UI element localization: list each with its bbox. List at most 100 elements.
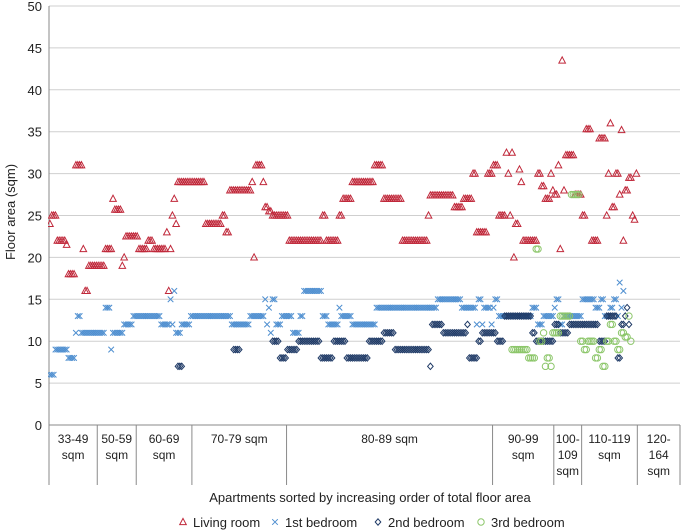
living-room-point (552, 189, 561, 198)
1st-bedroom-point (156, 312, 163, 320)
living-room-point (615, 189, 624, 198)
2nd-bedroom-point (582, 320, 590, 329)
legend-item-1st-bedroom: 1st bedroom (271, 515, 357, 530)
1st-bedroom-point (597, 296, 605, 303)
1st-bedroom-point (547, 312, 555, 320)
living-room-point (223, 227, 233, 236)
1st-bedroom-point (336, 304, 343, 311)
3rd-bedroom-point (554, 329, 563, 337)
2nd-bedroom-point (586, 320, 594, 329)
1st-bedroom-point (224, 312, 232, 320)
2nd-bedroom-point (490, 328, 497, 337)
2nd-bedroom-point (432, 320, 440, 329)
living-room-point (535, 168, 545, 177)
2nd-bedroom-point (408, 345, 416, 354)
living-room-point (316, 235, 326, 244)
2nd-bedroom-point (616, 354, 624, 362)
legend-label-living-room: Living room (193, 515, 260, 530)
2nd-bedroom-point (361, 354, 369, 362)
2nd-bedroom-point (571, 320, 579, 329)
living-room-point (170, 194, 179, 202)
living-room-point (507, 147, 517, 156)
3rd-bedroom-point (545, 354, 553, 362)
living-room-point (346, 194, 355, 202)
2nd-bedroom-point (551, 320, 559, 329)
2nd-bedroom-point (449, 328, 457, 337)
1st-bedroom-point (484, 304, 492, 311)
2nd-bedroom-point (354, 354, 362, 362)
1st-bedroom-point (531, 304, 538, 311)
living-room-point (619, 235, 628, 244)
living-room-point (62, 240, 71, 248)
legend-item-3rd-bedroom: 3rd bedroom (477, 515, 565, 530)
2nd-bedroom-point (386, 328, 394, 337)
1st-bedroom-point (267, 329, 274, 336)
2nd-bedroom-point (321, 354, 329, 362)
2nd-bedroom-point (451, 328, 458, 337)
2nd-bedroom-point (484, 328, 492, 337)
2nd-bedroom-point (590, 320, 598, 329)
2nd-bedroom-point (274, 337, 282, 346)
3rd-bedroom-point (590, 337, 598, 345)
living-room-point (424, 210, 433, 219)
2nd-bedroom-point (430, 320, 438, 329)
1st-bedroom-point (317, 287, 325, 295)
1st-bedroom-point (185, 321, 193, 328)
2nd-bedroom-point (584, 320, 592, 329)
2nd-bedroom-point (599, 337, 607, 346)
2nd-bedroom-point (382, 328, 390, 337)
1st-bedroom-point (163, 321, 171, 328)
2nd-bedroom-point (233, 345, 241, 354)
2nd-bedroom-point (465, 354, 473, 362)
1st-bedroom-point (50, 371, 57, 378)
2nd-bedroom-point (554, 320, 562, 329)
2nd-bedroom-point (391, 345, 399, 354)
1st-bedroom-point (76, 312, 83, 320)
2nd-bedroom-point (293, 345, 301, 354)
1st-bedroom-point (288, 312, 295, 320)
1st-bedroom-point (184, 321, 191, 328)
living-room-point (259, 177, 268, 186)
x-group-label: 70-79 sqm (211, 432, 268, 446)
1st-bedroom-point (533, 304, 540, 311)
living-room-point (320, 210, 329, 219)
living-room-point (333, 235, 342, 244)
2nd-bedroom-point (291, 345, 299, 354)
1st-bedroom-point (171, 287, 178, 295)
2nd-bedroom-point (287, 345, 295, 354)
2nd-bedroom-point (232, 345, 239, 354)
1st-bedroom-point (614, 312, 621, 320)
2nd-bedroom-point (452, 328, 460, 337)
legend-marker-1st-bedroom (271, 518, 279, 526)
legend-label-3rd-bedroom: 3rd bedroom (491, 515, 565, 530)
2nd-bedroom-point (439, 328, 447, 337)
2nd-bedroom-point (456, 328, 464, 337)
2nd-bedroom-point (528, 328, 536, 337)
3rd-bedroom-point (541, 362, 550, 371)
2nd-bedroom-point (322, 354, 330, 362)
1st-bedroom-point (276, 321, 284, 328)
x-group-label: 60-69 sqm (149, 432, 180, 462)
living-room-point (118, 261, 127, 269)
1st-bedroom-point (321, 312, 328, 320)
living-room-point (108, 194, 118, 202)
2nd-bedroom-point (393, 345, 401, 354)
2nd-bedroom-point (345, 354, 353, 362)
1st-bedroom-point (369, 321, 377, 328)
1st-bedroom-point (490, 304, 497, 311)
x-group-label: 50-59 sqm (101, 432, 132, 462)
y-tick-label: 10 (28, 334, 42, 349)
3rd-bedroom-point (601, 362, 609, 371)
y-tick-label: 25 (28, 209, 42, 224)
1st-bedroom-point (620, 287, 627, 295)
2nd-bedroom-point (347, 354, 355, 362)
1st-bedroom-point (275, 321, 282, 328)
living-room-point (556, 244, 565, 253)
2nd-bedroom-point (497, 337, 505, 346)
living-room-point (554, 160, 563, 169)
1st-bedroom-point (551, 304, 558, 311)
3rd-bedroom-point (575, 190, 583, 199)
1st-bedroom-point (69, 354, 76, 362)
1st-bedroom-point (430, 304, 438, 311)
